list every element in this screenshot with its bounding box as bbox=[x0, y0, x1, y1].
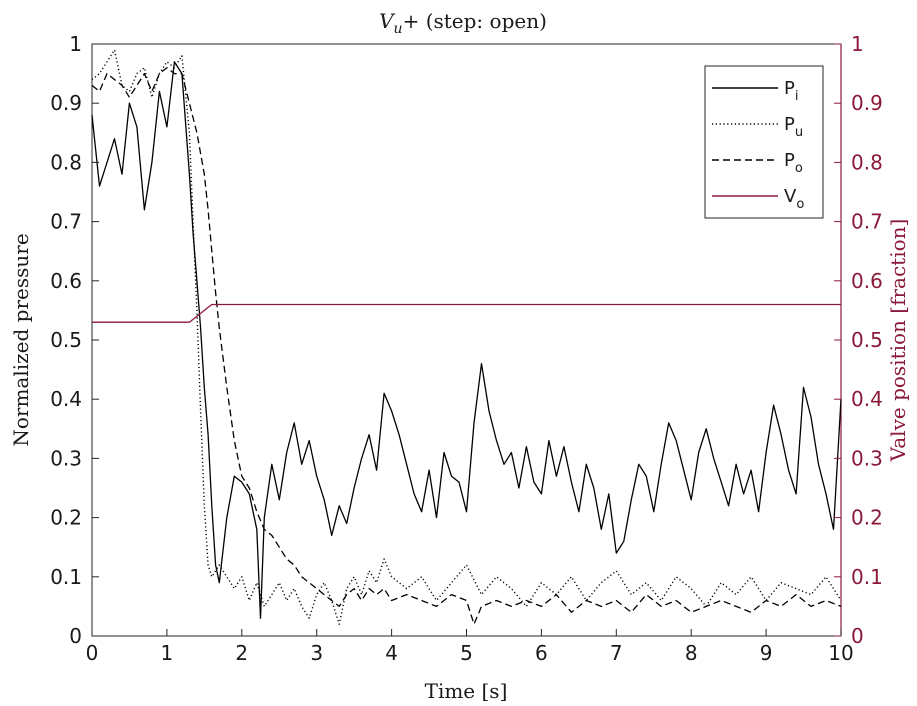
y-right-tick-label: 0.4 bbox=[851, 387, 883, 411]
y-tick-label: 0.8 bbox=[50, 150, 82, 174]
chart-title: Vu+ (step: open) bbox=[379, 9, 547, 37]
y-right-tick-label: 0.1 bbox=[851, 565, 883, 589]
y-axis-right-title: Valve position [fraction] bbox=[886, 219, 910, 463]
ticks-layer: 0 1 2 3 4 5 6 7 8 9 1000.10.20.30.40.50.60.70.80.9… bbox=[50, 32, 883, 665]
y-right-tick-label: 0.7 bbox=[851, 210, 883, 234]
x-tick-label: 1 bbox=[161, 641, 174, 665]
y-right-tick-label: 0.8 bbox=[851, 150, 883, 174]
legend-box bbox=[704, 65, 824, 219]
y-tick-label: 0 bbox=[69, 624, 82, 648]
x-axis-title: Time [s] bbox=[425, 679, 508, 703]
x-tick-label: 9 bbox=[760, 641, 773, 665]
series-line-p-o bbox=[91, 67, 842, 625]
y-right-tick-label: 0.5 bbox=[851, 328, 883, 352]
y-right-tick-label: 0.2 bbox=[851, 506, 883, 530]
y-tick-label: 0.4 bbox=[50, 387, 82, 411]
y-tick-label: 0.2 bbox=[50, 506, 82, 530]
y-tick-label: 0.9 bbox=[50, 91, 82, 115]
y-tick-label: 0.3 bbox=[50, 446, 82, 470]
y-axis-title: Normalized pressure bbox=[9, 233, 33, 446]
x-tick-label: 3 bbox=[310, 641, 323, 665]
series-layer bbox=[91, 49, 842, 625]
x-tick-label: 0 bbox=[86, 641, 99, 665]
y-right-tick-label: 0.6 bbox=[851, 269, 883, 293]
y-tick-label: 1 bbox=[69, 32, 82, 56]
x-tick-label: 10 bbox=[828, 641, 853, 665]
y-right-tick-label: 0.9 bbox=[851, 91, 883, 115]
y-right-tick-label: 1 bbox=[851, 32, 864, 56]
y-tick-label: 0.1 bbox=[50, 565, 82, 589]
y-right-tick-label: 0 bbox=[851, 624, 864, 648]
x-tick-label: 7 bbox=[610, 641, 623, 665]
y-tick-label: 0.7 bbox=[50, 210, 82, 234]
x-tick-label: 6 bbox=[535, 641, 548, 665]
legend-label: Pi bbox=[784, 78, 798, 104]
legend-label: Pu bbox=[784, 114, 803, 140]
legend-label: Po bbox=[784, 150, 803, 176]
legend: Pi Pu Po Vo bbox=[704, 65, 824, 219]
x-tick-label: 4 bbox=[385, 641, 398, 665]
x-tick-label: 8 bbox=[685, 641, 698, 665]
y-tick-label: 0.6 bbox=[50, 269, 82, 293]
x-tick-label: 2 bbox=[235, 641, 248, 665]
series-line-v-o bbox=[92, 303, 841, 323]
x-tick-label: 5 bbox=[460, 641, 473, 665]
legend-label: Vo bbox=[784, 186, 804, 212]
y-tick-label: 0.5 bbox=[50, 328, 82, 352]
y-right-tick-label: 0.3 bbox=[851, 446, 883, 470]
series-line-p-i bbox=[91, 61, 842, 619]
